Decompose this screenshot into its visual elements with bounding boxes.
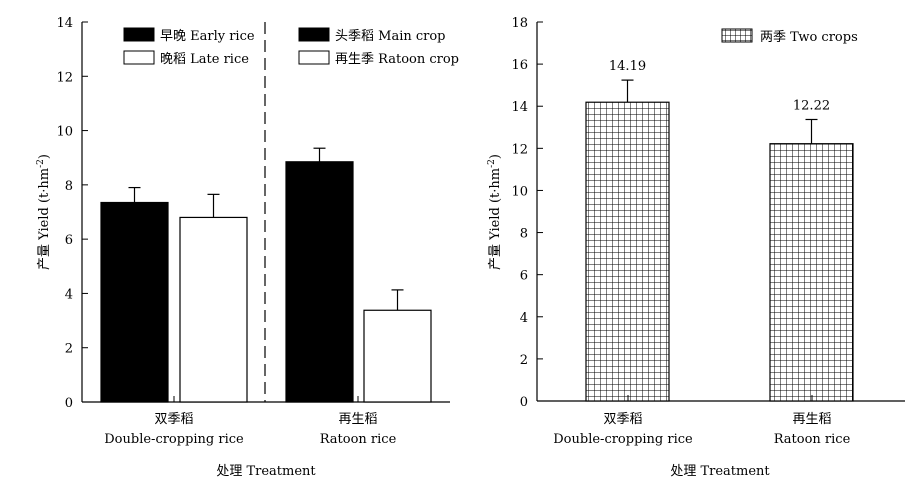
y-tick-label: 0 [520, 395, 528, 410]
right-y-axis-title: 产量 Yield (t·hm-2) [487, 154, 503, 270]
legend-label-ratoon-crop: 再生季 Ratoon crop [335, 52, 459, 67]
y-tick-label: 6 [65, 233, 73, 248]
y-tick-label: 0 [65, 396, 73, 411]
right-x-axis-title: 处理 Treatment [670, 464, 770, 479]
left-category-label-double-en: Double-cropping rice [104, 432, 244, 447]
bar-main-crop [285, 161, 354, 403]
y-tick-label: 2 [65, 342, 73, 357]
y-tick-label: 4 [520, 311, 528, 326]
legend-swatch-two-crops [721, 28, 753, 43]
legend-label-main-crop: 头季稻 Main crop [335, 29, 446, 44]
y-tick-label: 14 [511, 100, 528, 115]
y-tick-label: 4 [65, 287, 73, 302]
y-tick-label: 18 [511, 16, 528, 31]
left-category-label-ratoon-cn: 再生稻 [338, 412, 377, 427]
legend-label-early-rice: 早晚 Early rice [160, 29, 255, 44]
bar-early-rice [100, 201, 169, 403]
right-category-label-ratoon-en: Ratoon rice [774, 432, 851, 447]
left-x-axis-title: 处理 Treatment [216, 464, 316, 479]
right-legend: 两季 Two crops [721, 28, 858, 45]
bar-two-crops-ratoon [769, 143, 854, 402]
legend-label-late-rice: 晚稻 Late rice [160, 52, 249, 67]
left-chart: 0 2 4 6 8 10 12 14 早晚 Early rice 晚稻 Late rice 头… [36, 16, 459, 479]
y-tick-label: 2 [520, 353, 528, 368]
y-tick-label: 10 [511, 184, 528, 199]
legend-swatch-early-rice [123, 27, 155, 42]
legend-swatch-late-rice [123, 50, 155, 65]
legend-swatch-main-crop [298, 27, 330, 42]
y-tick-label: 10 [56, 125, 73, 140]
y-tick-label: 8 [65, 179, 73, 194]
left-x-ticks [173, 396, 359, 402]
left-y-axis: 0 2 4 6 8 10 12 14 [56, 16, 88, 411]
data-label: 12.22 [793, 98, 830, 113]
right-category-label-ratoon-cn: 再生稻 [792, 412, 831, 427]
right-category-label-double-cn: 双季稻 [603, 412, 642, 427]
left-category-label-double-cn: 双季稻 [154, 412, 193, 427]
bar-late-rice [179, 216, 248, 403]
right-bars: 14.19 12.22 [585, 59, 854, 402]
y-tick-label: 6 [520, 269, 528, 284]
bar-ratoon-crop [363, 309, 432, 403]
legend-label-two-crops: 两季 Two crops [760, 30, 858, 45]
y-tick-label: 8 [520, 227, 528, 242]
y-tick-label: 14 [56, 16, 73, 31]
right-y-axis: 0 2 4 6 8 10 12 14 16 18 [511, 16, 543, 410]
left-legend: 早晚 Early rice 晚稻 Late rice 头季稻 Main crop… [123, 27, 459, 67]
legend-swatch-ratoon-crop [298, 50, 330, 65]
right-category-label-double-en: Double-cropping rice [553, 432, 693, 447]
y-tick-label: 16 [511, 58, 528, 73]
right-x-ticks [627, 395, 813, 401]
left-bars [100, 147, 432, 403]
y-tick-label: 12 [511, 142, 528, 157]
left-y-axis-title: 产量 Yield (t·hm-2) [36, 154, 52, 270]
bar-two-crops-double [585, 101, 670, 402]
data-label: 14.19 [609, 59, 646, 74]
left-category-label-ratoon-en: Ratoon rice [320, 432, 397, 447]
y-tick-label: 12 [56, 70, 73, 85]
